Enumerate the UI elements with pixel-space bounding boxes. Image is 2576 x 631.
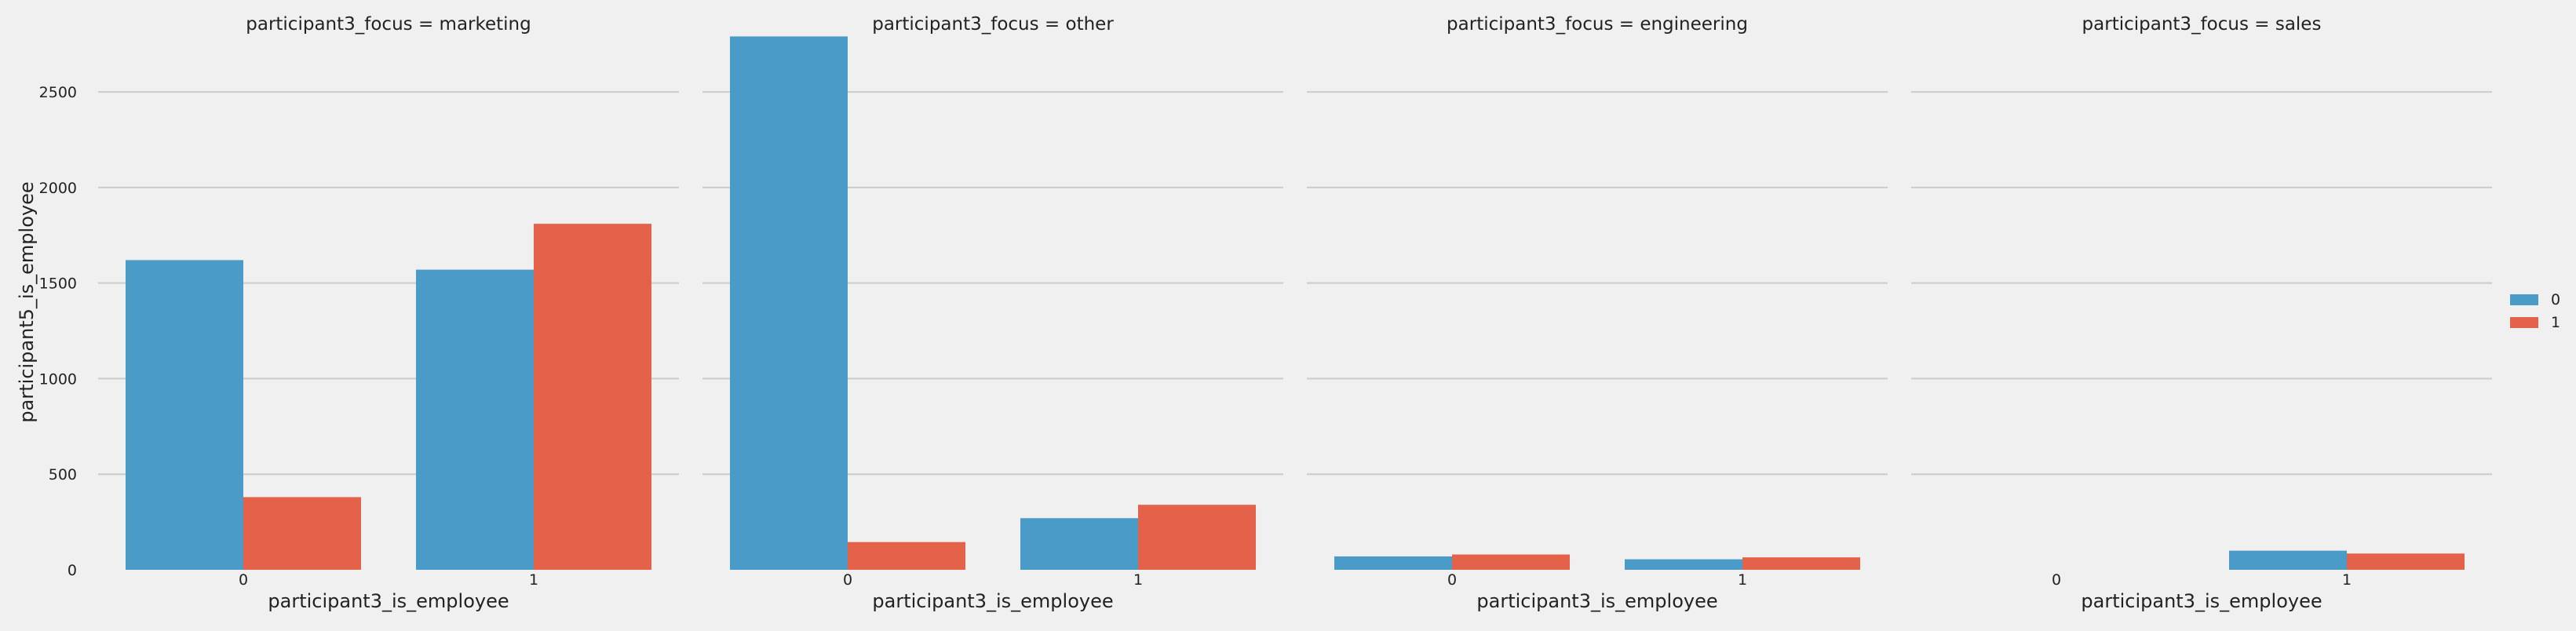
bar	[1138, 505, 1256, 570]
legend-swatch	[2510, 317, 2538, 328]
x-tick-label: 0	[239, 571, 248, 589]
bar	[848, 542, 965, 570]
bar	[2229, 550, 2347, 570]
y-tick-label: 1500	[39, 275, 77, 293]
x-tick-label: 1	[1133, 571, 1143, 589]
legend-label: 1	[2551, 314, 2560, 331]
bar	[1625, 559, 1742, 570]
bar	[1742, 557, 1860, 570]
panel-title: participant3_focus = engineering	[1447, 14, 1748, 35]
bar	[1020, 518, 1138, 570]
bar	[730, 36, 848, 570]
x-tick-label: 1	[1738, 571, 1747, 589]
legend-label: 0	[2551, 291, 2560, 308]
panel-title: participant3_focus = marketing	[246, 14, 531, 35]
y-tick-label: 500	[49, 466, 77, 483]
bar	[126, 260, 243, 570]
x-tick-label: 0	[843, 571, 852, 589]
x-axis-label: participant3_is_employee	[1476, 590, 1717, 612]
x-tick-label: 1	[2342, 571, 2352, 589]
facet-panel: participant3_focus = marketing 0 1 particip…	[39, 14, 679, 612]
panel-title: participant3_focus = sales	[2082, 14, 2322, 35]
x-axis-label: participant3_is_employee	[268, 590, 509, 612]
panel-title: participant3_focus = other	[872, 14, 1114, 35]
bar	[1452, 554, 1570, 570]
x-axis-label: participant3_is_employee	[2081, 590, 2322, 612]
x-tick-label: 0	[2052, 571, 2061, 589]
bar	[1334, 556, 1452, 570]
x-tick-label: 0	[1447, 571, 1457, 589]
y-tick-label: 1000	[39, 370, 77, 388]
x-axis-label: participant3_is_employee	[872, 590, 1113, 612]
legend: 01	[2510, 291, 2560, 331]
y-axis-label: participant5_is_employee	[16, 181, 38, 422]
x-tick-label: 1	[529, 571, 538, 589]
bar	[534, 224, 651, 570]
legend-swatch	[2510, 294, 2538, 305]
facet-panel: participant3_focus = engineering 0 1 partic…	[1307, 14, 1888, 612]
facet-panel: participant3_focus = other 0 1 participant3…	[702, 14, 1283, 612]
facet-panel: participant3_focus = sales 0 1 participant3…	[1911, 14, 2492, 612]
bar	[243, 497, 361, 570]
bar	[2347, 553, 2465, 570]
bar	[416, 269, 534, 570]
y-tick-label: 2000	[39, 180, 77, 197]
y-tick-label: 0	[68, 562, 77, 579]
y-tick-label: 2500	[39, 84, 77, 101]
